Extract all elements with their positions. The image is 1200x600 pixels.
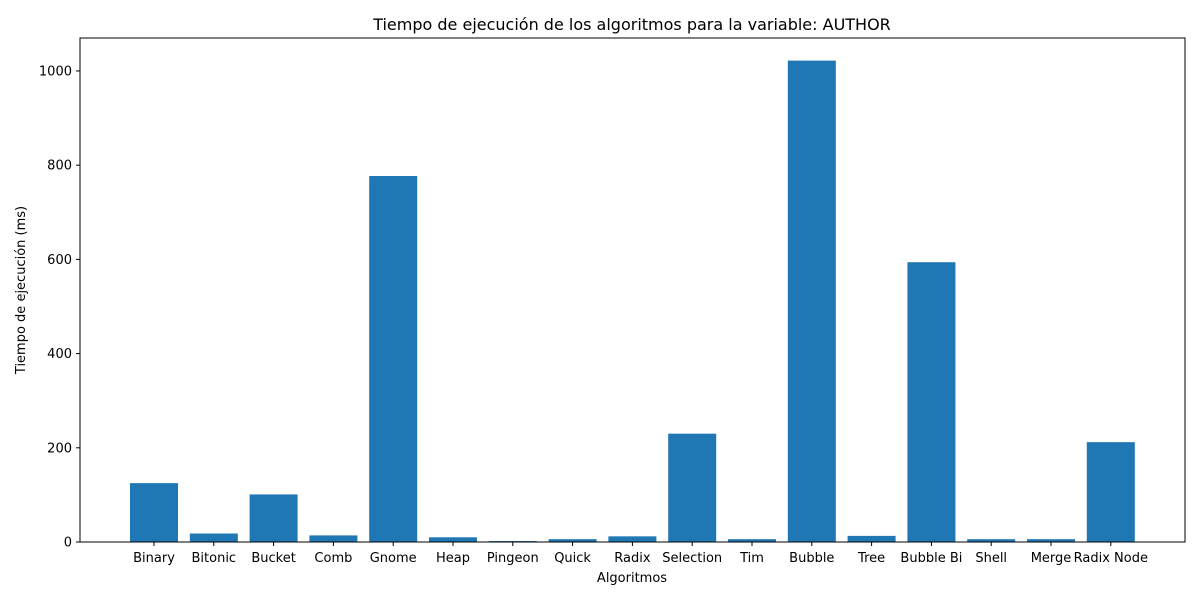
y-tick-label: 800 [47,159,72,174]
y-tick-label: 200 [47,441,72,456]
bar-selection [668,433,717,542]
x-axis-label: Algoritmos [597,571,667,586]
x-tick-label: Merge [1031,551,1072,566]
y-tick-label: 400 [47,347,72,362]
bar-bubble-bi [907,262,956,542]
bar-heap [429,537,477,542]
bar-radix-node [1086,442,1135,542]
bar-shell [967,539,1016,542]
bar-tree [847,535,896,542]
bars-group [130,60,1135,543]
x-tick-label: Tim [739,551,764,566]
x-tick-label: Selection [662,551,722,566]
x-tick-label: Bubble [789,551,834,566]
bar-binary [130,483,178,542]
x-tick-label: Quick [554,551,591,566]
y-tick-label: 600 [47,253,72,268]
y-axis-ticks: 0 200 400 600 800 1000 [39,64,80,551]
y-tick-label: 1000 [39,64,72,79]
bar-bubble [787,60,836,543]
plot-frame [79,37,1186,543]
x-tick-label: Tree [857,551,885,566]
y-tick-label: 0 [64,536,72,551]
bar-bitonic [189,533,238,542]
bar-bucket [249,494,298,542]
y-axis-label: Tiempo de ejecución (ms) [14,206,29,375]
x-axis-ticks: Binary Bitonic Bucket Comb Gnome Heap Pingeon Q… [133,542,1148,566]
x-tick-label: Bubble Bi [900,551,962,566]
bar-gnome [369,176,418,542]
x-tick-label: Bucket [251,551,295,566]
bar-merge [1027,539,1075,542]
x-tick-label: Radix [614,551,651,566]
chart-title: Tiempo de ejecución de los algoritmos pa… [372,15,891,34]
bar-comb [309,535,358,542]
x-tick-label: Binary [133,551,175,566]
bar-quick [548,539,597,542]
x-tick-label: Pingeon [487,551,539,566]
bar-tim [728,539,776,542]
x-tick-label: Radix Node [1074,551,1148,566]
x-tick-label: Shell [975,551,1007,566]
x-tick-label: Comb [314,551,352,566]
bar-radix [608,536,657,542]
x-tick-label: Gnome [370,551,417,566]
x-tick-label: Heap [436,551,470,566]
x-tick-label: Bitonic [192,551,237,566]
